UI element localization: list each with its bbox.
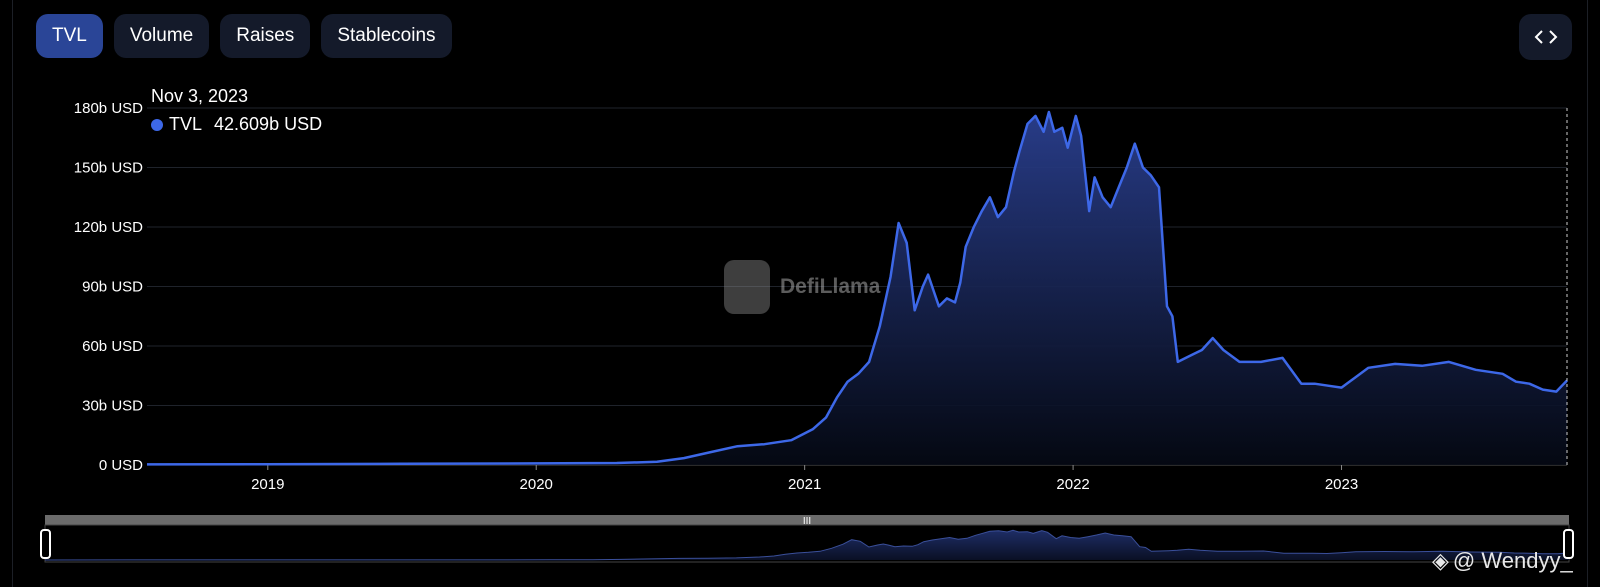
x-tick-label: 2021: [788, 476, 821, 493]
tab-stablecoins[interactable]: Stablecoins: [321, 14, 452, 58]
y-tick-label: 180b USD: [74, 100, 143, 117]
watermark: DefiLlama: [724, 260, 880, 314]
binance-diamond-icon: ◈: [1432, 548, 1449, 573]
x-tick-label: 2020: [520, 476, 553, 493]
y-tick-label: 0 USD: [99, 457, 143, 474]
mini-area: [45, 530, 1569, 560]
y-tick-label: 150b USD: [74, 160, 143, 177]
tab-raises[interactable]: Raises: [220, 14, 311, 58]
tab-tvl[interactable]: TVL: [36, 14, 103, 58]
y-tick-label: 30b USD: [82, 398, 143, 415]
x-tick-label: 2022: [1056, 476, 1089, 493]
mini-preview: [44, 529, 1570, 561]
tooltip-row: TVL 42.609b USD: [151, 114, 322, 135]
watermark-text: DefiLlama: [780, 275, 881, 298]
slider-track[interactable]: [45, 515, 1569, 525]
signature: ◈ @ Wendyy_: [1432, 548, 1573, 574]
range-slider[interactable]: III: [40, 515, 1574, 563]
signature-text: @ Wendyy_: [1452, 548, 1573, 573]
tab-volume[interactable]: Volume: [113, 14, 210, 58]
embed-button[interactable]: [1519, 14, 1572, 60]
series-dot-icon: [151, 118, 163, 131]
defillama-logo-icon: [724, 260, 770, 314]
tvl-area: [147, 112, 1567, 465]
tooltip-date: Nov 3, 2023: [151, 86, 249, 106]
mini-line: [44, 529, 1570, 561]
tvl-line: [146, 110, 1568, 466]
y-tick-label: 120b USD: [74, 219, 143, 236]
chart-frame: [12, 0, 1588, 587]
y-tick-label: 90b USD: [82, 279, 143, 296]
tooltip-series: TVL: [169, 114, 203, 134]
x-tick-label: 2019: [251, 476, 284, 493]
tooltip-value: 42.609b USD: [214, 114, 323, 134]
slider-handle-left[interactable]: [40, 529, 51, 559]
y-axis: 0 USD 30b USD 60b USD 90b USD 120b USD 150b U…: [74, 100, 143, 474]
code-brackets-icon: [1534, 30, 1557, 44]
tab-bar: TVL Volume Raises Stablecoins: [36, 14, 452, 58]
x-tick-label: 2023: [1325, 476, 1358, 493]
plot-area: [146, 110, 1568, 466]
slider-handle-right[interactable]: [1563, 529, 1574, 559]
y-tick-label: 60b USD: [82, 338, 143, 355]
x-axis: 2019 2020 2021 2022 2023: [147, 464, 1567, 493]
slider-grip-icon[interactable]: III: [803, 516, 811, 527]
